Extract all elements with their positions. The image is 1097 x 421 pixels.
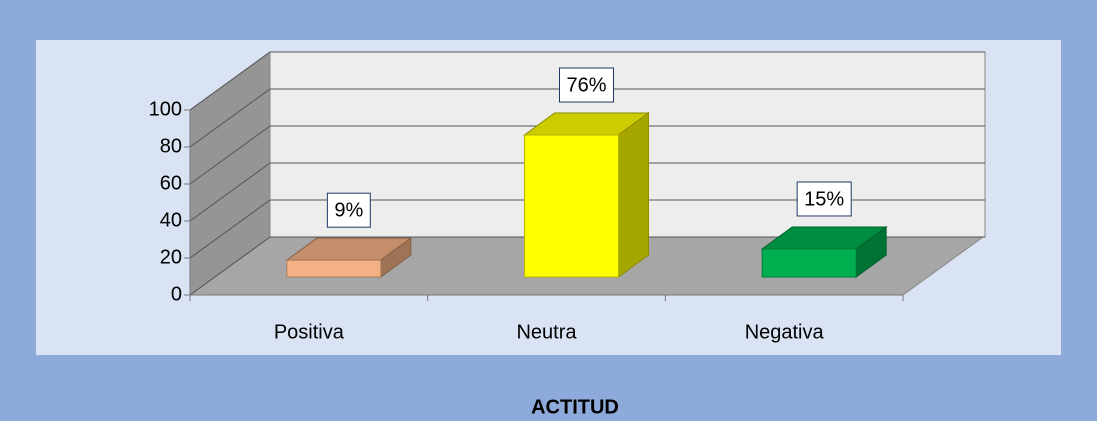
value-label: 76%	[566, 74, 606, 96]
value-label-box	[326, 192, 371, 228]
y-tick-label: 100	[149, 98, 182, 120]
x-tick-label: Positiva	[274, 321, 345, 343]
x-axis-title: ACTITUD	[531, 396, 619, 418]
grid-line	[189, 199, 271, 259]
x-tick-label: Neutra	[516, 321, 577, 343]
y-tick-label: 60	[160, 172, 182, 194]
y-tick-label: 80	[160, 135, 182, 157]
y-tick-label: 40	[160, 209, 182, 231]
bar-side	[618, 112, 649, 278]
grid-line	[189, 51, 271, 111]
grid-line	[189, 125, 271, 185]
grid-line	[189, 236, 271, 296]
value-label-box	[558, 67, 615, 103]
grid-line	[189, 88, 271, 148]
x-tick-label: Negativa	[745, 321, 825, 343]
bar	[761, 248, 857, 278]
value-label: 9%	[334, 199, 363, 221]
y-tick-label: 0	[171, 283, 182, 305]
bar	[286, 259, 382, 278]
value-label: 15%	[804, 188, 844, 210]
y-tick-label: 20	[160, 246, 182, 268]
value-label-box	[796, 181, 852, 217]
bar	[524, 134, 619, 278]
grid-line	[189, 162, 271, 222]
